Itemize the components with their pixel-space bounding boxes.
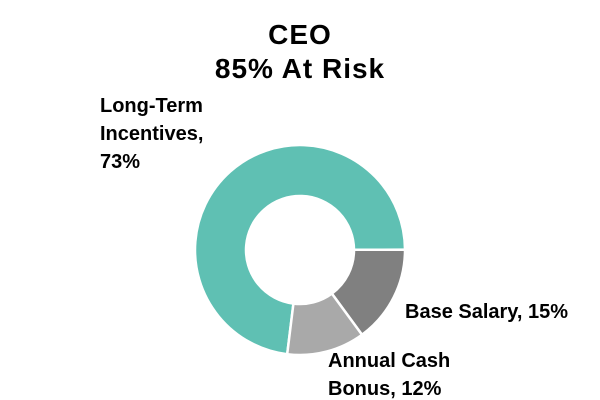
label-long-term-incentives-line2: Incentives, [100,123,204,145]
label-long-term-incentives-line1: Long-Term [100,95,203,117]
donut-segment-annual-cash-bonus [285,291,364,357]
label-long-term-incentives-line3: 73% [100,151,141,173]
chart-title: CEO 85% At Risk [0,18,600,86]
donut-segment-long-term-incentives [193,143,407,356]
chart-title-line1: CEO [268,19,332,50]
label-base-salary: Base Salary, 15% [405,298,568,326]
chart-title-line2: 85% At Risk [214,53,386,84]
label-annual-cash-bonus-line2: Bonus, 12% [328,378,442,400]
label-annual-cash-bonus-line1: Annual Cash [328,350,451,372]
label-long-term-incentives: Long-Term Incentives, 73% [100,92,203,176]
label-base-salary-line1: Base Salary, 15% [405,301,569,323]
donut-segments [193,143,407,357]
label-annual-cash-bonus: Annual Cash Bonus, 12% [328,347,450,400]
